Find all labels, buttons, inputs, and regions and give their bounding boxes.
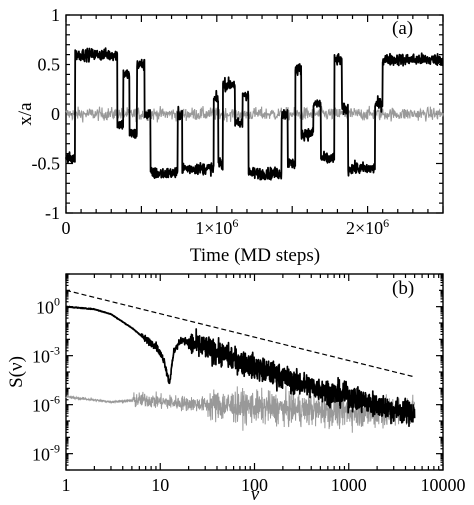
series-black-spectrum [65, 305, 416, 428]
y-tick-label: 1 [51, 5, 60, 25]
y-tick-label: 0 [51, 104, 60, 124]
y-tick-label: 0.5 [38, 55, 61, 75]
y-tick-label: -1 [45, 203, 60, 223]
panel-a-tick-labels: 10.50-0.5-10 1×106 2×106 [32, 5, 390, 238]
tick-mantissa: 0 [62, 218, 71, 238]
x-tick-label: 1000 [331, 475, 367, 495]
tick-exponent: -3 [50, 344, 60, 358]
panel-b-series [65, 289, 416, 433]
tick-base: 10 [32, 347, 50, 367]
panel-b-label: (b) [392, 278, 414, 299]
tick-exponent: -6 [50, 393, 60, 407]
tick-exponent: 6 [383, 216, 389, 230]
tick-exponent: 6 [232, 216, 238, 230]
x-tick-label: 10000 [421, 475, 466, 495]
x-tick-label: 0 [62, 218, 71, 238]
x-tick-label: 1 [62, 475, 71, 495]
tick-base: 10 [32, 396, 50, 416]
series-dashed-line [65, 289, 415, 378]
y-tick-label: -0.5 [32, 154, 61, 174]
x-tick-label: 100 [241, 475, 268, 495]
tick-exponent: -9 [50, 442, 60, 456]
panel-b-xlabel: ν [251, 484, 260, 505]
y-tick-label: 100 [36, 295, 60, 318]
tick-mantissa: 2×10 [346, 218, 383, 238]
tick-base: 10 [32, 445, 50, 465]
tick-base: 10 [36, 298, 54, 318]
tick-exponent: 0 [54, 295, 60, 309]
panel-a-xlabel: Time (MD steps) [190, 245, 320, 266]
panel-a-ylabel: x/a [15, 102, 36, 126]
x-tick-label: 1×106 [195, 216, 238, 238]
y-tick-label: 10-6 [32, 393, 60, 416]
panel-a-label: (a) [392, 18, 413, 39]
x-tick-label: 2×106 [346, 216, 389, 238]
y-tick-label: 10-9 [32, 442, 60, 465]
panel-b-ylabel: S(ν) [6, 356, 27, 388]
tick-mantissa: 1×10 [195, 218, 232, 238]
panel-a: 10.50-0.5-10 1×106 2×106 (a) Time (MD step… [15, 5, 444, 266]
panel-a-series [65, 47, 444, 181]
y-tick-label: 10-3 [32, 344, 60, 367]
x-tick-label: 10 [151, 475, 169, 495]
series-black-line [65, 47, 444, 181]
